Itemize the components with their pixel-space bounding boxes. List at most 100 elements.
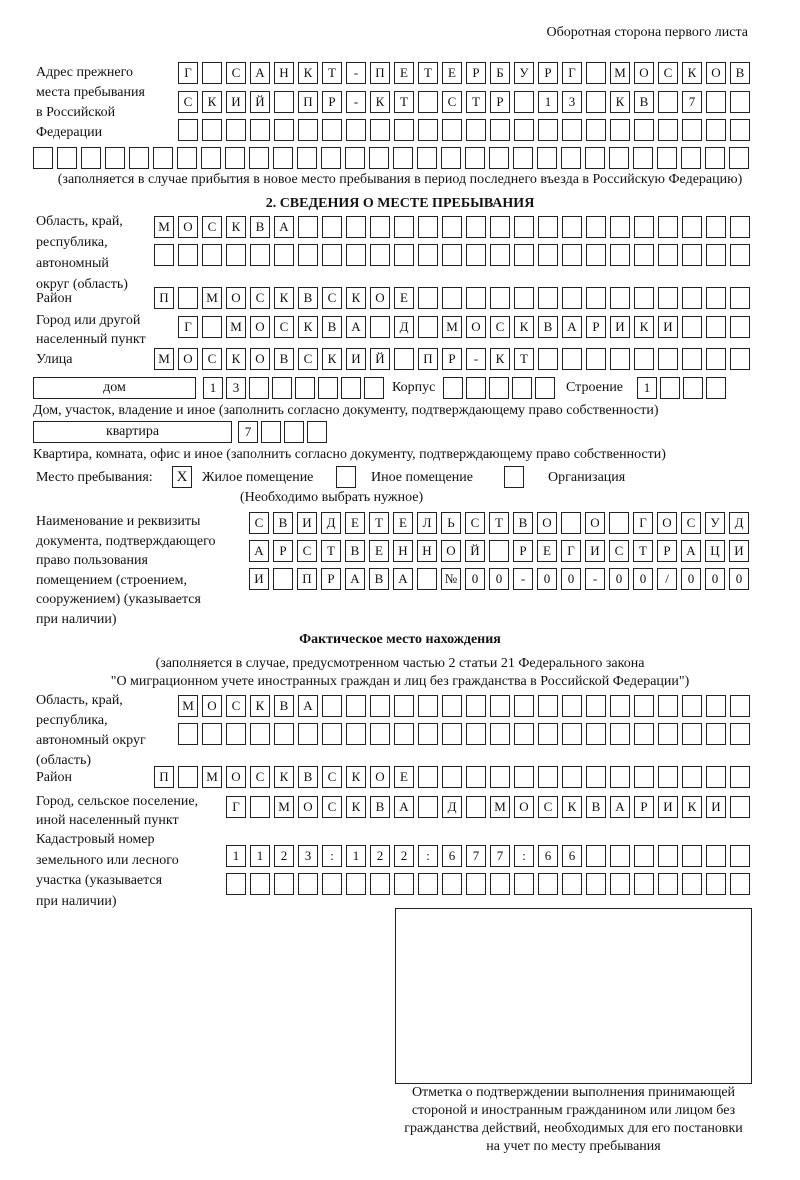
char-cell[interactable]: О [178,216,198,238]
char-cell[interactable]: Л [417,512,437,534]
char-cell[interactable]: Р [442,348,462,370]
house-number-cell[interactable]: 1 [203,377,223,399]
char-cell[interactable]: М [274,796,294,818]
char-cell[interactable]: К [346,287,366,309]
char-cell[interactable] [538,287,558,309]
char-cell[interactable]: С [322,796,342,818]
char-cell[interactable] [202,316,222,338]
building-cell[interactable] [683,377,703,399]
char-cell[interactable] [562,119,582,141]
apartment-type-field[interactable]: квартира [33,421,232,443]
char-cell[interactable] [81,147,101,169]
char-cell[interactable]: И [610,316,630,338]
char-cell[interactable] [562,348,582,370]
char-cell[interactable]: И [585,540,605,562]
char-cell[interactable] [562,723,582,745]
char-cell[interactable] [658,766,678,788]
char-cell[interactable]: К [490,348,510,370]
char-cell[interactable]: С [322,766,342,788]
char-cell[interactable] [682,287,702,309]
char-cell[interactable] [442,287,462,309]
char-cell[interactable] [441,147,461,169]
char-cell[interactable]: К [346,796,366,818]
char-cell[interactable]: В [298,287,318,309]
char-cell[interactable] [370,873,390,895]
char-cell[interactable]: К [226,216,246,238]
char-cell[interactable] [730,796,750,818]
char-cell[interactable] [610,119,630,141]
char-cell[interactable] [202,244,222,266]
char-cell[interactable] [730,348,750,370]
char-cell[interactable]: Р [490,91,510,113]
char-cell[interactable] [634,244,654,266]
apartment-number-cell[interactable]: 7 [238,421,258,443]
char-cell[interactable]: А [394,796,414,818]
char-cell[interactable] [370,119,390,141]
char-cell[interactable]: Т [321,540,341,562]
char-cell[interactable] [538,723,558,745]
char-cell[interactable] [490,695,510,717]
char-cell[interactable] [538,766,558,788]
building-cell[interactable] [660,377,680,399]
char-cell[interactable] [466,287,486,309]
char-cell[interactable] [730,244,750,266]
char-cell[interactable] [586,845,606,867]
char-cell[interactable] [202,723,222,745]
char-cell[interactable]: П [297,568,317,590]
char-cell[interactable]: И [346,348,366,370]
char-cell[interactable]: С [250,766,270,788]
char-cell[interactable] [729,147,749,169]
char-cell[interactable]: - [346,62,366,84]
char-cell[interactable]: О [657,512,677,534]
char-cell[interactable] [658,348,678,370]
char-cell[interactable] [418,316,438,338]
char-cell[interactable] [658,695,678,717]
char-cell[interactable]: - [466,348,486,370]
char-cell[interactable]: О [466,316,486,338]
char-cell[interactable]: Р [321,568,341,590]
char-cell[interactable]: Г [633,512,653,534]
char-cell[interactable] [417,568,437,590]
char-cell[interactable]: М [226,316,246,338]
char-cell[interactable] [466,695,486,717]
char-cell[interactable]: П [370,62,390,84]
char-cell[interactable] [490,873,510,895]
char-cell[interactable] [514,873,534,895]
char-cell[interactable] [490,216,510,238]
char-cell[interactable]: П [154,766,174,788]
char-cell[interactable] [177,147,197,169]
char-cell[interactable] [634,348,654,370]
char-cell[interactable] [657,147,677,169]
char-cell[interactable]: Р [538,62,558,84]
char-cell[interactable] [610,287,630,309]
char-cell[interactable]: С [322,287,342,309]
char-cell[interactable] [322,119,342,141]
char-cell[interactable]: - [346,91,366,113]
char-cell[interactable] [730,287,750,309]
char-cell[interactable] [370,723,390,745]
char-cell[interactable]: К [322,348,342,370]
building-cell[interactable] [706,377,726,399]
char-cell[interactable]: Р [586,316,606,338]
char-cell[interactable]: О [370,766,390,788]
char-cell[interactable] [658,244,678,266]
char-cell[interactable] [730,316,750,338]
char-cell[interactable]: Н [274,62,294,84]
char-cell[interactable] [658,723,678,745]
char-cell[interactable]: Н [393,540,413,562]
char-cell[interactable]: С [250,287,270,309]
char-cell[interactable] [297,147,317,169]
char-cell[interactable] [250,873,270,895]
apartment-number-cell[interactable] [284,421,304,443]
char-cell[interactable]: Г [178,62,198,84]
char-cell[interactable]: Т [466,91,486,113]
char-cell[interactable] [369,147,389,169]
char-cell[interactable] [249,147,269,169]
char-cell[interactable] [466,216,486,238]
char-cell[interactable] [562,873,582,895]
house-type-field[interactable]: дом [33,377,196,399]
char-cell[interactable] [201,147,221,169]
char-cell[interactable] [466,723,486,745]
char-cell[interactable]: Е [442,62,462,84]
char-cell[interactable]: О [298,796,318,818]
